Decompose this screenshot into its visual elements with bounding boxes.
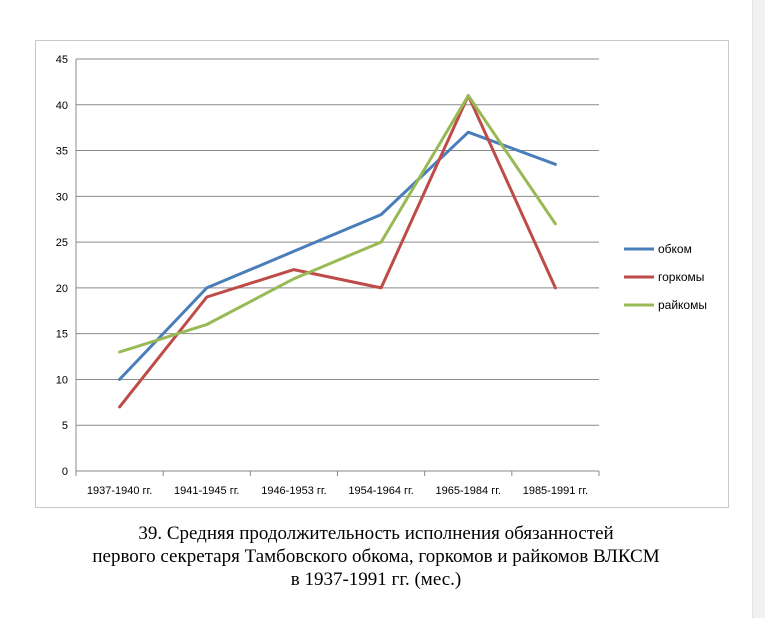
legend-label-2: райкомы bbox=[658, 298, 707, 312]
caption-line-1: 39. Средняя продолжительность исполнения… bbox=[138, 523, 614, 544]
y-tick-label-5: 25 bbox=[56, 237, 68, 249]
series-line-2 bbox=[118, 94, 557, 354]
y-tick-label-7: 35 bbox=[56, 146, 68, 158]
figure-caption: 39. Средняя продолжительность исполнения… bbox=[0, 522, 752, 591]
x-tick-label-4: 1965-1984 гг. bbox=[436, 485, 501, 497]
x-tick-label-1: 1941-1945 гг. bbox=[174, 485, 239, 497]
caption-line-3: в 1937-1991 гг. (мес.) bbox=[290, 569, 462, 590]
series-line-1 bbox=[118, 94, 557, 409]
y-tick-label-2: 10 bbox=[56, 374, 68, 386]
y-tick-label-3: 15 bbox=[56, 329, 68, 341]
y-tick-label-6: 30 bbox=[56, 191, 68, 203]
series-line-0 bbox=[118, 130, 557, 381]
chart-frame: 0 5 10 15 20 25 30 35 40 45 1937-1940 гг. 1941-1945… bbox=[35, 40, 729, 508]
vertical-scrollbar[interactable] bbox=[752, 0, 765, 618]
x-tick-label-5: 1985-1991 гг. bbox=[523, 485, 588, 497]
x-tick-label-0: 1937-1940 гг. bbox=[87, 485, 152, 497]
y-tick-label-4: 20 bbox=[56, 283, 68, 295]
legend-label-1: горкомы bbox=[658, 270, 704, 284]
line-chart: 0 5 10 15 20 25 30 35 40 45 1937-1940 гг. 1941-1945… bbox=[56, 54, 707, 497]
y-tick-label-0: 0 bbox=[62, 466, 68, 478]
legend-label-0: обком bbox=[658, 242, 692, 256]
x-tick-label-2: 1946-1953 гг. bbox=[261, 485, 326, 497]
y-tick-label-8: 40 bbox=[56, 100, 68, 112]
x-tick-label-3: 1954-1964 гг. bbox=[348, 485, 413, 497]
y-tick-label-1: 5 bbox=[62, 420, 68, 432]
caption-line-2: первого секретаря Тамбовского обкома, го… bbox=[92, 546, 660, 567]
y-tick-label-9: 45 bbox=[56, 54, 68, 66]
